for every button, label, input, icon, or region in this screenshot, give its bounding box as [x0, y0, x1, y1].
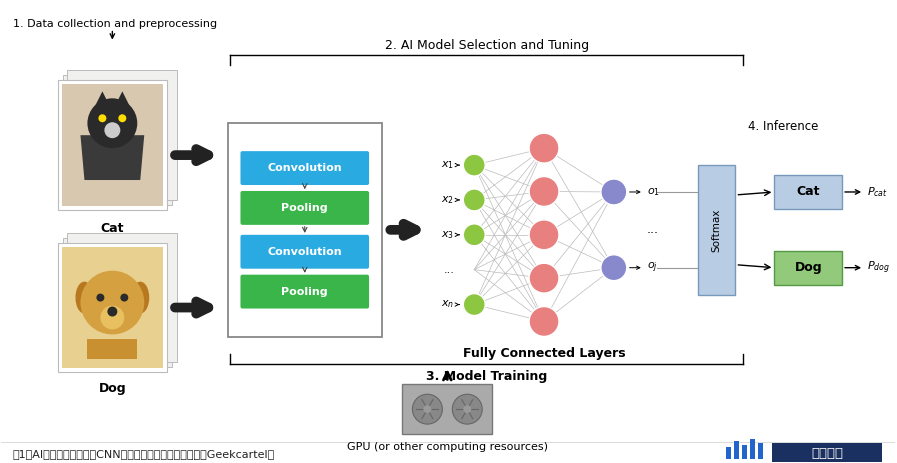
Circle shape: [529, 220, 559, 250]
Text: 图1：AI开发过程（以使用CNN进行猫狗分类为例）来源：由Geekcartel制: 图1：AI开发过程（以使用CNN进行猫狗分类为例）来源：由Geekcartel制: [13, 449, 274, 459]
Bar: [403, 384, 492, 434]
Text: $x_1$: $x_1$: [441, 159, 454, 171]
Text: $o_1$: $o_1$: [647, 186, 660, 198]
Circle shape: [463, 405, 471, 413]
Bar: [62, 247, 163, 369]
Circle shape: [601, 255, 627, 281]
FancyBboxPatch shape: [240, 151, 369, 185]
Text: 3. Model Training: 3. Model Training: [426, 370, 547, 383]
Polygon shape: [112, 91, 132, 111]
Bar: [67, 70, 177, 200]
Bar: [67, 233, 177, 363]
Text: $o_j$: $o_j$: [647, 261, 658, 275]
Bar: [750, 439, 755, 459]
Polygon shape: [92, 91, 112, 111]
Circle shape: [463, 224, 485, 246]
Text: $x_2$: $x_2$: [441, 194, 454, 206]
Circle shape: [120, 294, 128, 301]
Text: 区块周刊: 区块周刊: [811, 448, 843, 461]
Bar: [57, 243, 167, 372]
Circle shape: [529, 263, 559, 293]
Bar: [726, 447, 731, 459]
Circle shape: [81, 271, 144, 334]
Text: Fully Connected Layers: Fully Connected Layers: [463, 347, 625, 360]
Circle shape: [87, 98, 137, 148]
Bar: [774, 251, 842, 285]
Text: ...: ...: [647, 223, 658, 236]
Circle shape: [452, 394, 483, 424]
Circle shape: [108, 307, 118, 317]
Bar: [57, 81, 167, 210]
Circle shape: [118, 114, 126, 122]
Circle shape: [463, 154, 485, 176]
Text: 1. Data collection and preprocessing: 1. Data collection and preprocessing: [13, 19, 217, 29]
Bar: [228, 123, 382, 337]
Text: Softmax: Softmax: [711, 208, 721, 251]
Text: ...: ...: [443, 265, 454, 275]
Circle shape: [96, 294, 104, 301]
Text: $x_n$: $x_n$: [441, 299, 454, 311]
Bar: [62, 84, 163, 206]
Text: $x_3$: $x_3$: [441, 229, 454, 241]
Bar: [698, 165, 736, 294]
Circle shape: [601, 179, 627, 205]
FancyBboxPatch shape: [240, 235, 369, 269]
Text: Dog: Dog: [795, 261, 822, 274]
Bar: [772, 443, 882, 463]
Text: GPU (or other computing resources): GPU (or other computing resources): [347, 442, 548, 452]
Ellipse shape: [131, 282, 149, 313]
Ellipse shape: [75, 282, 93, 313]
Text: Cat: Cat: [100, 222, 124, 235]
Text: 2. AI Model Selection and Tuning: 2. AI Model Selection and Tuning: [385, 38, 588, 51]
Circle shape: [529, 133, 559, 163]
Text: $P_{dog}$: $P_{dog}$: [867, 259, 890, 276]
FancyBboxPatch shape: [240, 191, 369, 225]
Circle shape: [413, 394, 442, 424]
Bar: [758, 443, 762, 459]
Bar: [63, 238, 172, 367]
Text: Convolution: Convolution: [267, 247, 342, 257]
Text: Pooling: Pooling: [282, 203, 328, 213]
Text: Convolution: Convolution: [267, 163, 342, 173]
Bar: [87, 339, 137, 359]
Text: Dog: Dog: [99, 382, 126, 395]
Bar: [63, 75, 172, 205]
Circle shape: [529, 176, 559, 206]
FancyBboxPatch shape: [240, 275, 369, 308]
Circle shape: [463, 294, 485, 315]
Text: 4. Inference: 4. Inference: [748, 120, 819, 133]
Circle shape: [529, 307, 559, 337]
Polygon shape: [81, 135, 144, 180]
Bar: [774, 175, 842, 209]
Circle shape: [100, 306, 125, 330]
Bar: [742, 445, 747, 459]
Circle shape: [104, 122, 120, 138]
Circle shape: [99, 114, 107, 122]
Circle shape: [423, 405, 431, 413]
Circle shape: [463, 189, 485, 211]
Text: Cat: Cat: [797, 186, 820, 199]
Text: Pooling: Pooling: [282, 287, 328, 297]
Bar: [734, 441, 739, 459]
Text: $P_{cat}$: $P_{cat}$: [867, 185, 888, 199]
